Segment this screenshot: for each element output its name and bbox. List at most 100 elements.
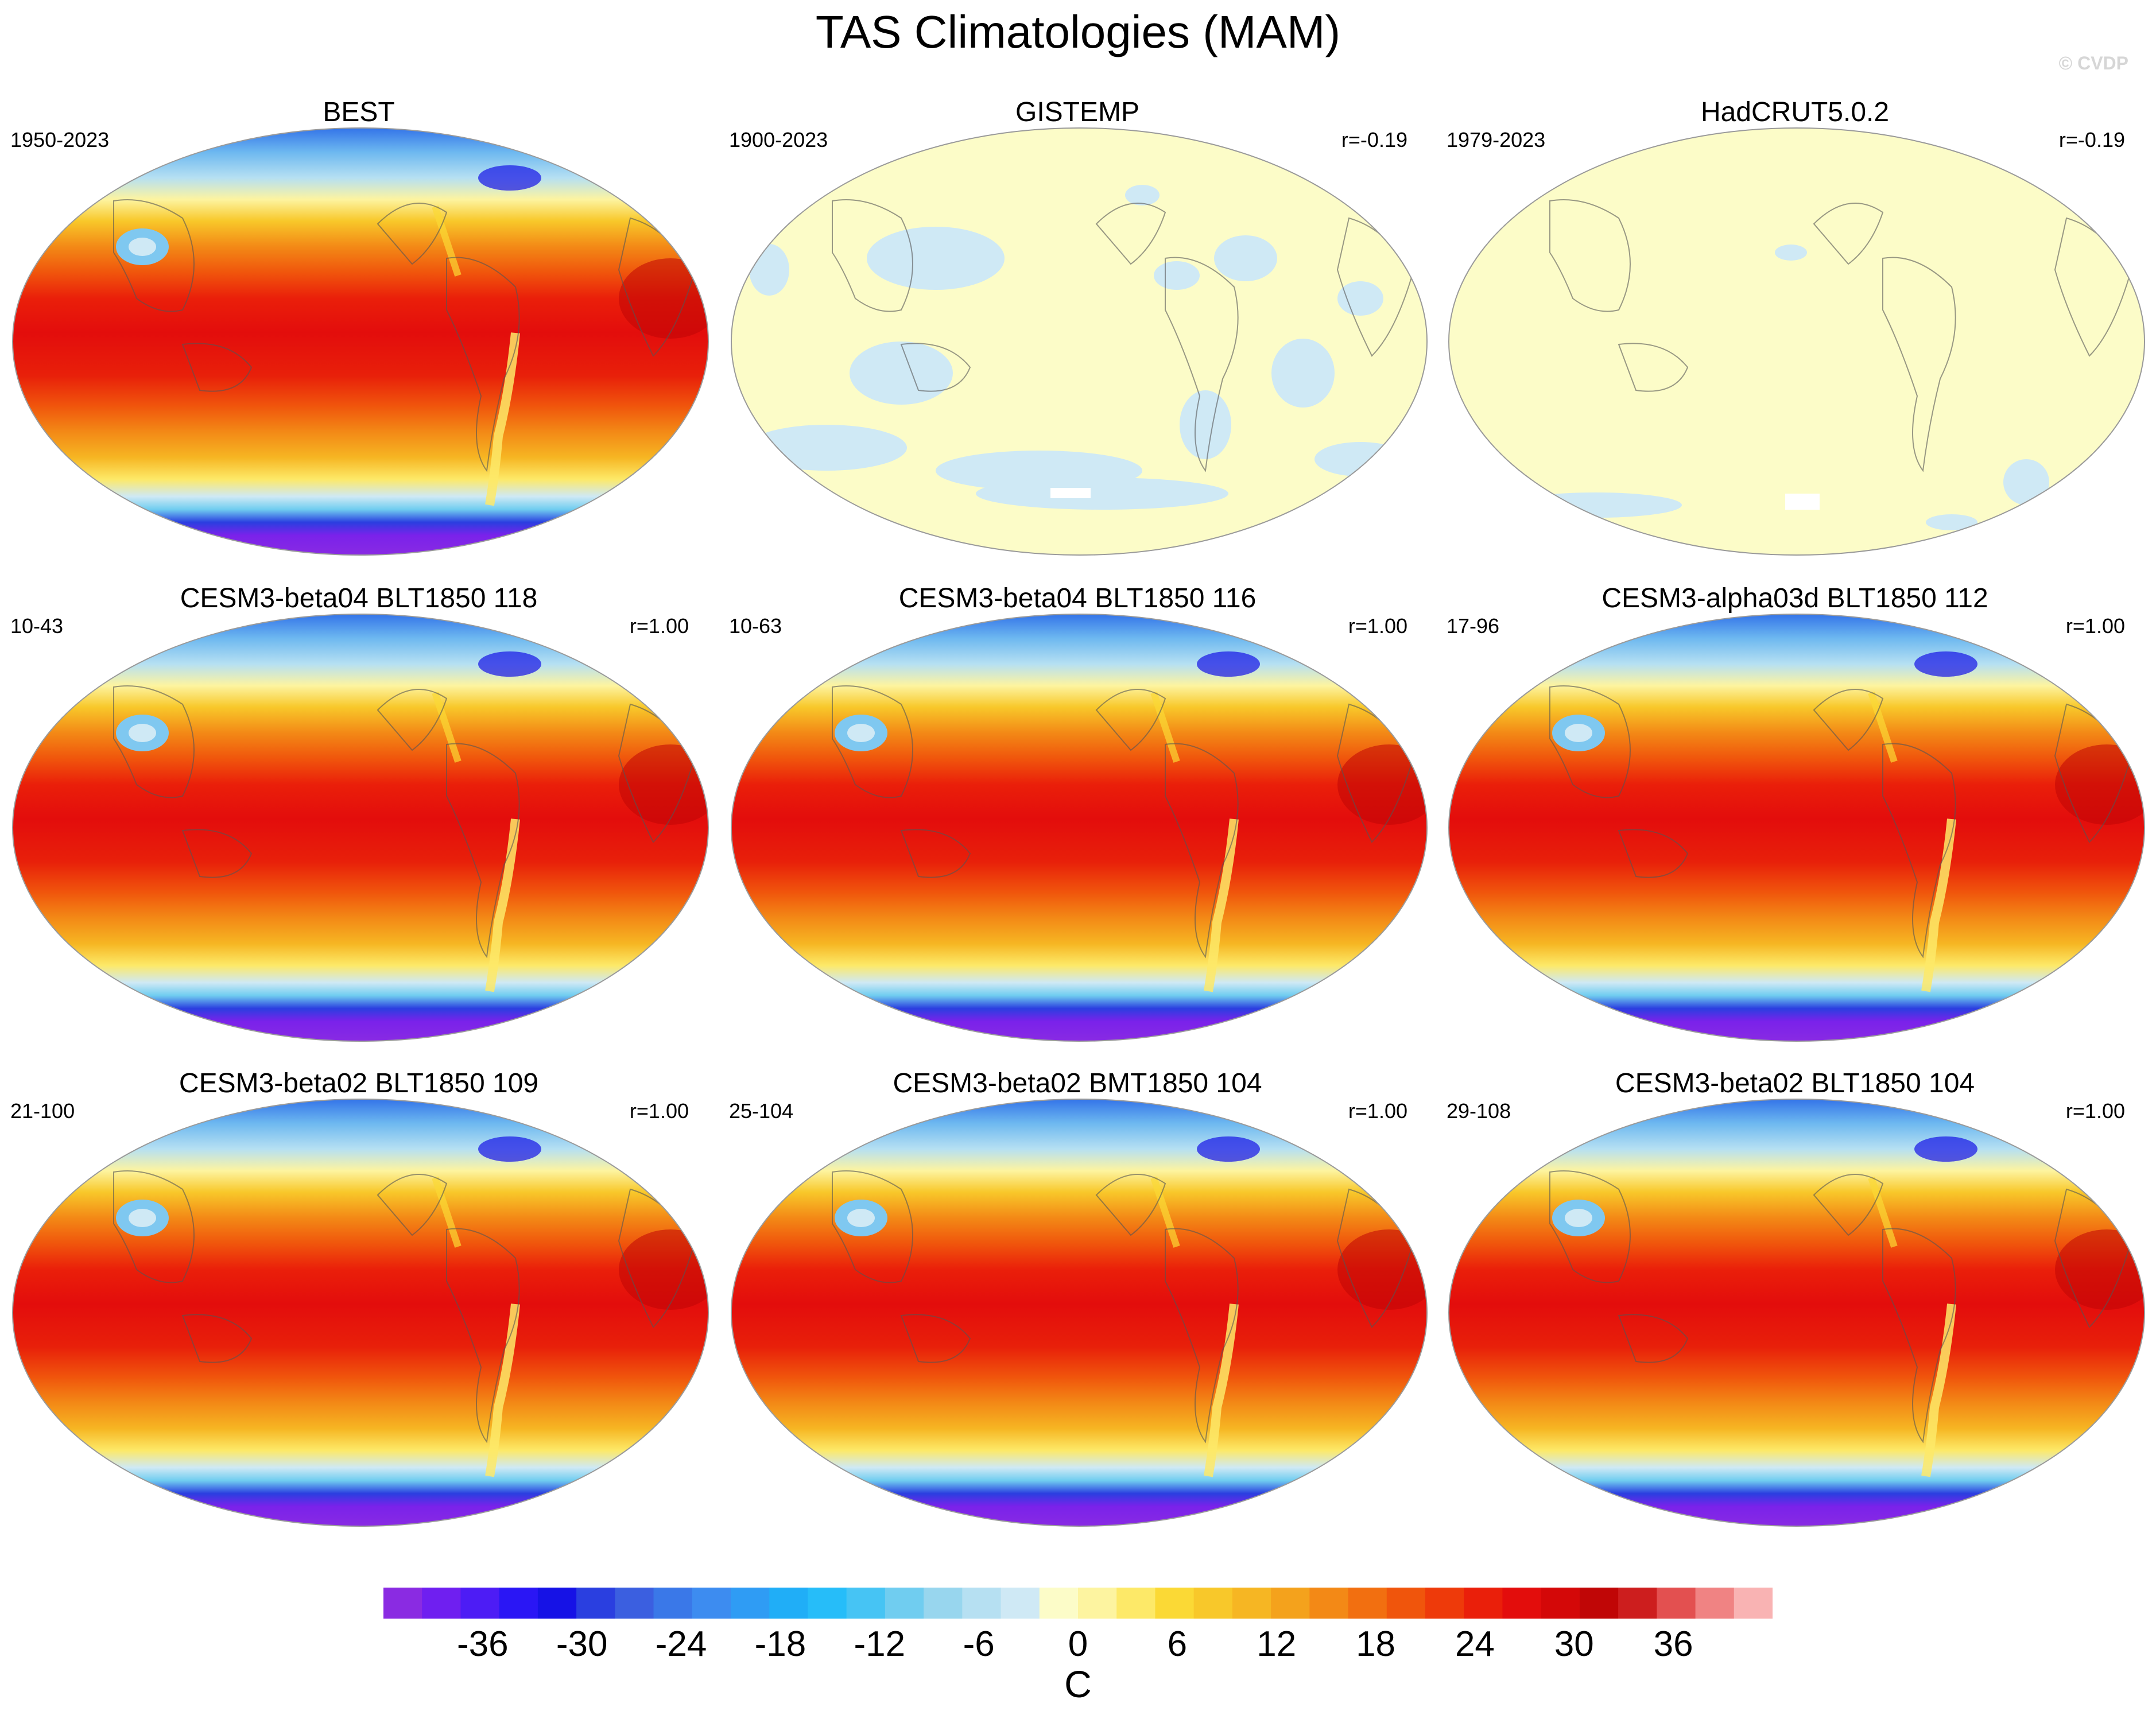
panel-period: 25-104 xyxy=(729,1099,794,1123)
siberia-cold-spot xyxy=(1914,1136,1977,1162)
andes-streak xyxy=(485,1303,520,1477)
colorbar-unit: C xyxy=(1064,1663,1092,1705)
map-outline xyxy=(730,127,1428,556)
coastline-australia xyxy=(1618,343,1689,392)
colorbar-swatch xyxy=(808,1588,847,1619)
colorbar-swatch xyxy=(383,1588,422,1619)
colorbar-swatch xyxy=(1386,1588,1426,1619)
coastline-north-america xyxy=(1813,689,1884,751)
rockies-streak xyxy=(1150,692,1180,763)
coastline-north-america xyxy=(1095,1174,1166,1236)
colorbar-swatch xyxy=(692,1588,731,1619)
siberia-cold-spot xyxy=(1197,651,1260,677)
map-panel: BEST 1950-2023 xyxy=(0,96,718,573)
panel-period: 10-43 xyxy=(10,614,64,638)
coastline-north-america xyxy=(1813,203,1884,265)
colorbar-swatch xyxy=(885,1588,924,1619)
map-panel: CESM3-beta02 BLT1850 109 21-100 r=1.00 xyxy=(0,1068,718,1544)
anomaly-patch xyxy=(867,227,1005,290)
colorbar-swatch xyxy=(846,1588,886,1619)
anomaly-patch xyxy=(1775,245,1807,261)
map-panel: CESM3-alpha03d BLT1850 112 17-96 r=1.00 xyxy=(1436,583,2154,1059)
panel-title: CESM3-beta02 BLT1850 104 xyxy=(1615,1068,1975,1099)
robinson-map xyxy=(11,614,709,1042)
colorbar-swatch xyxy=(731,1588,770,1619)
map-panel: HadCRUT5.0.2 1979-2023 r=-0.19 xyxy=(1436,96,2154,573)
panel-correlation: r=1.00 xyxy=(629,614,689,638)
rockies-streak xyxy=(432,205,462,277)
panel-correlation: r=-0.19 xyxy=(1341,128,1407,152)
panel-title: CESM3-beta04 BLT1850 116 xyxy=(898,583,1257,614)
coastline-south-america xyxy=(1882,257,1956,472)
colorbar-tick-label: 36 xyxy=(1653,1624,1693,1664)
anomaly-patch xyxy=(749,244,789,296)
map-panel: CESM3-beta02 BMT1850 104 25-104 r=1.00 xyxy=(719,1068,1436,1544)
coastline-australia xyxy=(1618,1314,1689,1363)
panel-period: 21-100 xyxy=(10,1099,75,1123)
colorbar-swatch xyxy=(1232,1588,1271,1619)
map-outline xyxy=(11,127,709,556)
colorbar-swatch xyxy=(422,1588,462,1619)
temperature-field xyxy=(13,614,708,1041)
temperature-field xyxy=(731,1099,1427,1526)
coastline-asia xyxy=(113,1170,195,1283)
coastline-asia xyxy=(832,1170,913,1283)
colorbar-tick-label: -6 xyxy=(963,1624,995,1664)
colorbar-tick-label: 6 xyxy=(1167,1624,1188,1664)
coastline-north-america xyxy=(377,689,448,751)
colorbar-tick-label: 18 xyxy=(1356,1624,1396,1664)
anomaly-patch xyxy=(1510,492,1682,518)
robinson-map xyxy=(11,1099,709,1527)
panel-title: CESM3-beta02 BMT1850 104 xyxy=(893,1068,1262,1099)
coastline-australia xyxy=(181,829,253,878)
temperature-field xyxy=(1449,1099,2145,1526)
anomaly-patch xyxy=(976,478,1228,510)
panel-title: HadCRUT5.0.2 xyxy=(1700,97,1890,127)
panel-correlation: r=1.00 xyxy=(1348,1099,1407,1123)
coastline-south-america xyxy=(446,257,520,472)
colorbar-swatch xyxy=(1271,1588,1310,1619)
colorbar-swatch xyxy=(1618,1588,1657,1619)
anomaly-patch xyxy=(1214,235,1277,281)
robinson-map xyxy=(730,1099,1428,1527)
map-panel: GISTEMP 1900-2023 r=-0.19 xyxy=(719,96,1436,573)
panel-title: CESM3-beta04 BLT1850 118 xyxy=(180,583,538,614)
panel-title: CESM3-beta02 BLT1850 109 xyxy=(179,1068,539,1099)
andes-streak xyxy=(1921,818,1956,992)
colorbar-swatch xyxy=(1155,1588,1195,1619)
andes-streak xyxy=(485,332,520,506)
anomaly-patch xyxy=(1314,442,1406,476)
anomaly-patch xyxy=(1180,390,1231,459)
coastline-south-america xyxy=(446,743,520,959)
coastline-australia xyxy=(900,1314,971,1363)
colorbar: -36 -30 -24 -18 -12 -6 0 6 12 18 24 30 36 C xyxy=(383,1588,1773,1705)
colorbar-swatch xyxy=(1579,1588,1619,1619)
colorbar-swatch xyxy=(1193,1588,1233,1619)
robinson-map xyxy=(1448,127,2146,556)
panel-title: CESM3-alpha03d BLT1850 112 xyxy=(1602,583,1988,614)
rockies-streak xyxy=(1150,1177,1180,1248)
map-panel: CESM3-beta04 BLT1850 116 10-63 r=1.00 xyxy=(719,583,1436,1059)
panel-correlation: r=1.00 xyxy=(2065,1099,2125,1123)
robinson-map xyxy=(730,614,1428,1042)
colorbar-swatch xyxy=(1116,1588,1156,1619)
colorbar-swatch xyxy=(1502,1588,1542,1619)
colorbar-swatch xyxy=(1657,1588,1696,1619)
colorbar-tick-label: 24 xyxy=(1455,1624,1495,1664)
coastline-australia xyxy=(1618,829,1689,878)
panel-title: GISTEMP xyxy=(1015,97,1140,127)
andes-streak xyxy=(1204,1303,1239,1477)
map-outline xyxy=(1448,1099,2146,1527)
map-outline xyxy=(1448,127,2146,556)
map-panel: CESM3-beta04 BLT1850 118 10-43 r=1.00 xyxy=(0,583,718,1059)
coastline-south-america xyxy=(1882,743,1956,959)
robinson-map xyxy=(1448,614,2146,1042)
colorbar-swatch xyxy=(1695,1588,1735,1619)
siberia-cold-spot xyxy=(1914,651,1977,677)
andes-streak xyxy=(1204,818,1239,992)
coastline-north-america xyxy=(377,203,448,265)
coastline-south-america xyxy=(1165,743,1239,959)
anomaly-patch xyxy=(1271,339,1335,408)
rockies-streak xyxy=(432,692,462,763)
colorbar-swatch xyxy=(769,1588,809,1619)
